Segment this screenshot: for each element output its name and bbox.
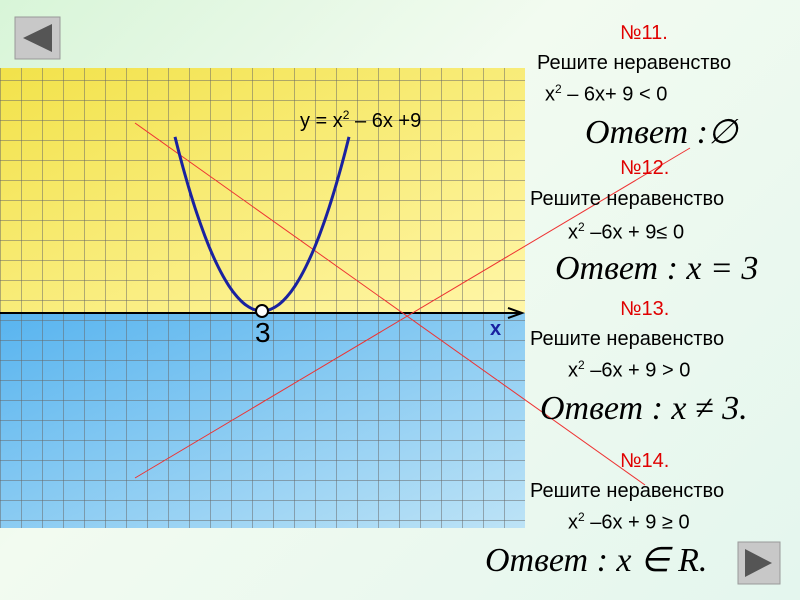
answer: Ответ : x ≠ 3. — [540, 390, 748, 427]
problem-number: №11. — [620, 22, 668, 44]
next-button[interactable] — [737, 541, 781, 585]
axis-label: x — [490, 318, 501, 340]
point — [255, 304, 269, 318]
prev-button[interactable] — [14, 16, 61, 60]
axis-arrow — [507, 307, 525, 319]
inequality: x2 – 6x+ 9 < 0 — [545, 82, 668, 106]
red-line — [134, 147, 691, 479]
red-line — [134, 122, 646, 486]
grid — [0, 68, 525, 528]
answer: Ответ : x = 3 — [555, 250, 759, 287]
problem-title: Решите неравенство — [530, 328, 725, 350]
problem-title: Решите неравенство — [530, 188, 725, 210]
inequality: x2 –6x + 9≤ 0 — [568, 220, 685, 244]
point-label: 3 — [255, 317, 271, 348]
formula: y = x2 – 6x +9 — [300, 108, 421, 132]
problem-number: №12. — [620, 157, 670, 179]
inequality: x2 –6x + 9 > 0 — [568, 358, 691, 382]
inequality: x2 –6x + 9 ≥ 0 — [568, 510, 690, 534]
answer: Ответ : x ∈ R. — [485, 542, 708, 579]
problem-number: №13. — [620, 298, 670, 320]
problem-number: №14. — [620, 450, 670, 472]
problem-title: Решите неравенство — [530, 480, 725, 502]
answer: Ответ :∅ — [585, 114, 738, 151]
problem-title: Решите неравенство — [537, 52, 732, 74]
